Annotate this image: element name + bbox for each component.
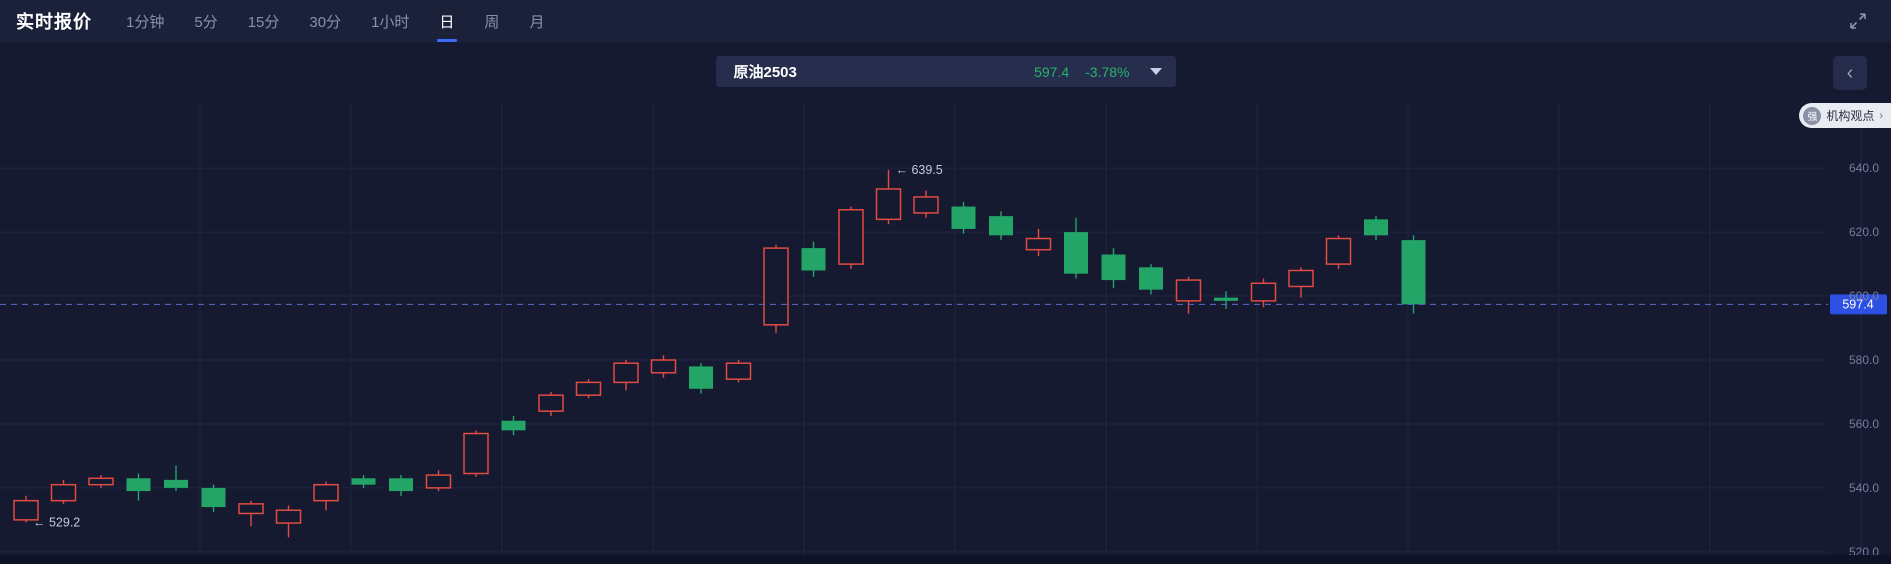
candlestick-series [13,169,1426,538]
candle-body [1288,269,1314,288]
y-axis-label: 540.0 [1849,481,1879,495]
symbol-name: 原油2503 [733,64,797,81]
candle-body [875,188,902,221]
candle-body [389,478,413,492]
candle-body [164,479,188,488]
candle-body [313,483,339,502]
candle-body [126,478,151,492]
timeframe-tab-1分钟[interactable]: 1分钟 [126,13,165,31]
candle-body [1139,267,1163,290]
chevron-left-icon: ‹ [1846,61,1854,84]
candle-body [951,206,976,229]
symbol-selector[interactable]: 原油2503 597.4 -3.78% [715,56,1176,87]
candle-body [725,362,752,380]
page-title: 实时报价 [16,12,92,32]
timeframe-tab-周[interactable]: 周 [484,13,500,31]
candle-body [689,366,713,389]
candle-body [1325,237,1352,265]
candle-body [1175,279,1202,302]
candle-body [501,420,526,431]
y-axis-label: 640.0 [1849,161,1879,175]
institution-viewpoint-badge[interactable]: 强 机构观点 › [1799,103,1891,128]
expand-icon[interactable] [1849,12,1867,30]
gridlines [0,104,1862,555]
timeframe-tab-15分[interactable]: 15分 [247,13,280,31]
candle-body [1101,254,1126,281]
chart-region: 597.4 640.0 620.0 600.0 580.0 560.0 540.0 520.0… [0,42,1891,564]
price-annotation: ← 639.5 [896,163,943,177]
candle-body [538,394,564,412]
candle-body [13,499,39,521]
time-axis-strip [0,555,1891,564]
candle-body [351,478,376,485]
timeframe-tab-1小时[interactable]: 1小时 [371,13,410,31]
current-price-line: 597.4 [0,294,1887,315]
candle-body [275,509,302,524]
timeframe-tabs: 1分钟 5分 15分 30分 1小时 日 周 月 [126,11,544,32]
candle-body [1364,219,1388,236]
candle-body [913,196,939,214]
chevron-down-icon [1149,68,1162,75]
y-axis-label: 600.0 [1849,289,1879,303]
y-axis-label: 580.0 [1849,353,1879,367]
candle-body [1214,297,1238,301]
candle-body [1064,232,1088,274]
timeframe-tab-月[interactable]: 月 [529,13,545,31]
candle-body [575,381,602,396]
timeframe-tab-5分[interactable]: 5分 [194,13,218,31]
price-annotation: ← 529.2 [33,515,80,529]
candle-body [50,483,77,502]
candle-body [838,208,864,265]
institution-icon: 强 [1803,106,1822,125]
current-price-tag [1830,294,1887,315]
candle-body [425,474,452,489]
institution-label: 机构观点 [1826,109,1875,123]
candle-body [989,216,1013,236]
symbol-price: 597.4 [1034,63,1070,80]
top-bar: 实时报价 1分钟 5分 15分 30分 1小时 日 周 月 [0,0,1891,42]
collapse-panel-button[interactable]: ‹ [1833,56,1867,90]
chevron-right-icon: › [1879,109,1883,122]
annotations: ← 639.5 ← 529.2 [33,163,943,530]
candle-body [1025,237,1052,251]
current-price-value: 597.4 [1842,297,1873,311]
symbol-quote: 597.4 -3.78% [1034,63,1162,80]
candle-body [650,359,677,374]
candlestick-chart[interactable]: 597.4640.0620.0600.0580.0560.0540.0520.0… [0,42,1891,564]
candle-body [1401,240,1426,305]
candle-body [238,503,264,515]
candle-body [201,487,226,508]
candle-body [463,432,489,475]
candle-body [1250,282,1277,302]
y-axis-label: 560.0 [1849,417,1879,431]
candle-body [613,362,639,384]
symbol-change: -3.78% [1085,63,1130,80]
y-axis-label: 620.0 [1849,225,1879,239]
timeframe-tab-日[interactable]: 日 [439,11,454,32]
candle-body [88,477,114,486]
candle-body [801,248,826,271]
candle-body [763,247,789,326]
timeframe-tab-30分[interactable]: 30分 [309,13,342,31]
